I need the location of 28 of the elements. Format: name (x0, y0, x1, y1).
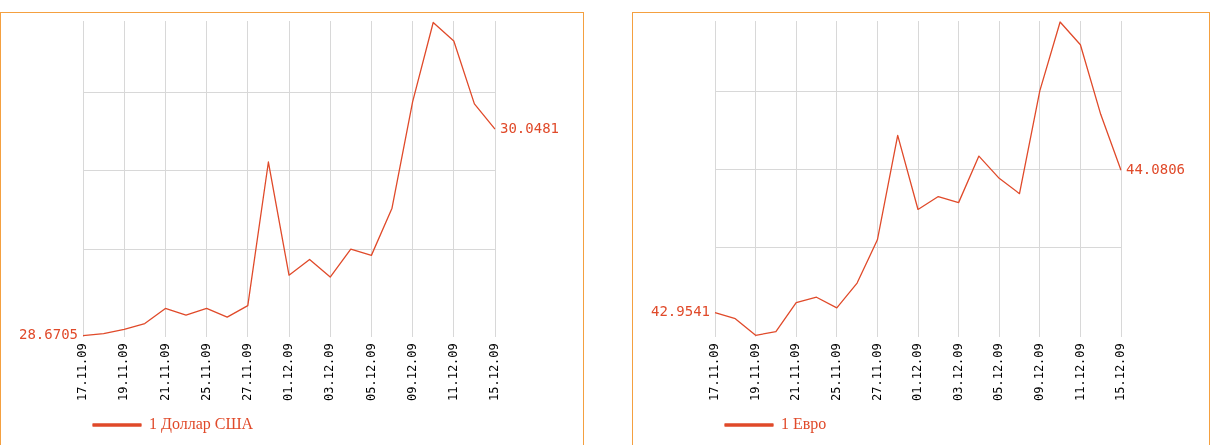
x-tick-label: 27.11.09 (239, 343, 254, 401)
x-tick-label: 11.12.09 (445, 343, 460, 401)
x-tick-label: 03.12.09 (322, 343, 337, 401)
x-tick-label: 21.11.09 (157, 343, 172, 401)
x-tick-label: 19.11.09 (747, 343, 762, 401)
x-tick-label: 15.12.09 (487, 343, 502, 401)
data-label: 42.9541 (650, 303, 710, 320)
x-tick-label: 25.11.09 (828, 343, 843, 401)
legend-label: 1 Доллар США (149, 415, 254, 434)
x-tick-label: 15.12.09 (1113, 343, 1128, 401)
x-tick-label: 17.11.09 (75, 343, 90, 401)
data-label: 28.6705 (18, 326, 78, 343)
x-tick-label: 09.12.09 (404, 343, 419, 401)
x-tick-label: 03.12.09 (950, 343, 965, 401)
data-label: 44.0806 (1126, 160, 1186, 177)
x-tick-label: 27.11.09 (869, 343, 884, 401)
x-tick-label: 05.12.09 (991, 343, 1006, 401)
x-tick-label: 25.11.09 (198, 343, 213, 401)
x-tick-label: 01.12.09 (910, 343, 925, 401)
x-tick-label: 05.12.09 (363, 343, 378, 401)
x-tick-label: 01.12.09 (281, 343, 296, 401)
x-tick-label: 11.12.09 (1072, 343, 1087, 401)
x-tick-label: 09.12.09 (1031, 343, 1046, 401)
legend-label: 1 Евро (781, 415, 827, 434)
x-tick-label: 19.11.09 (116, 343, 131, 401)
x-tick-label: 17.11.09 (707, 343, 722, 401)
data-label: 30.0481 (500, 119, 560, 136)
x-tick-label: 21.11.09 (788, 343, 803, 401)
